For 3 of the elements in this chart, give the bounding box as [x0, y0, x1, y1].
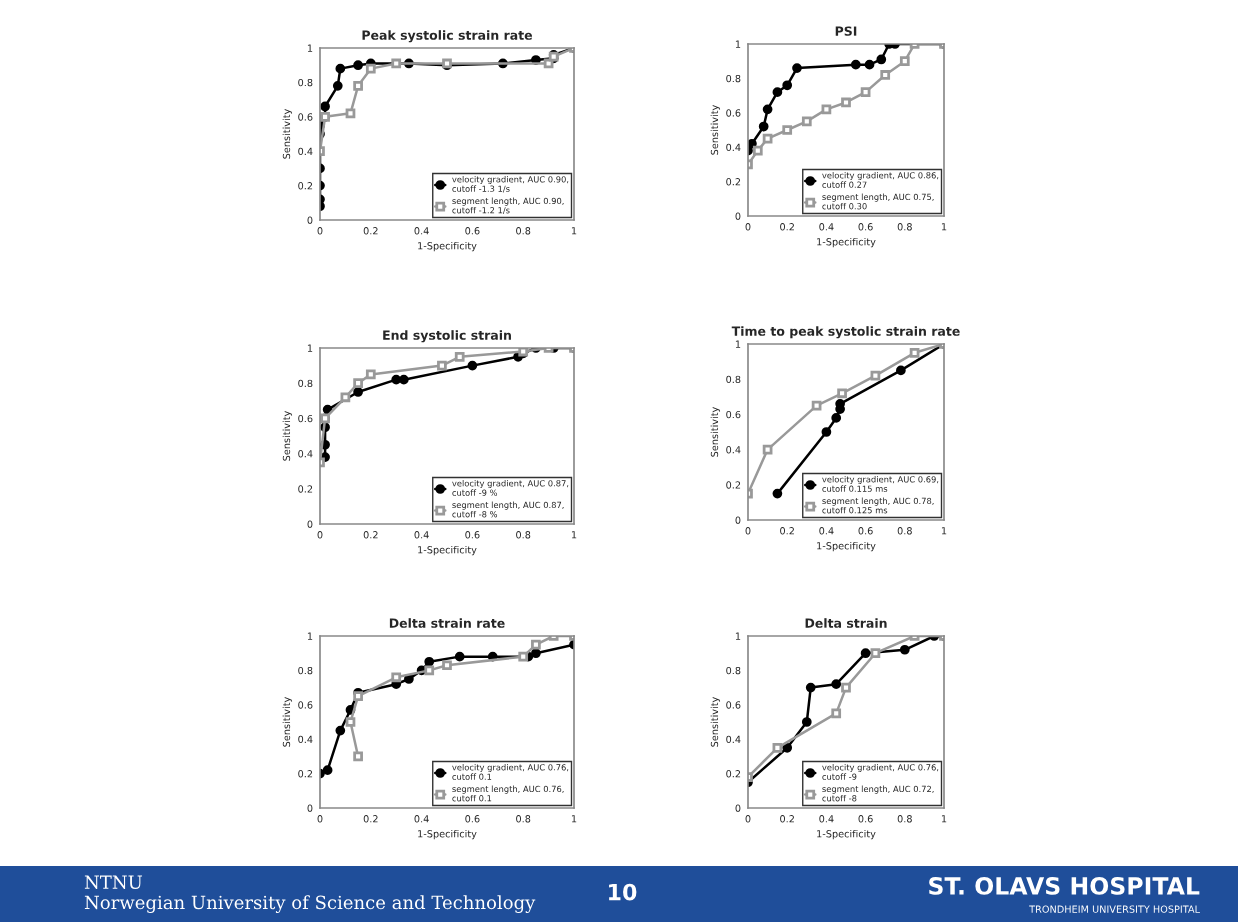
text: 10	[609, 883, 637, 901]
text: NTNU Norwegian University of Science and Technology	[84, 875, 536, 913]
text: ST. OLAVS HOSPITAL	[929, 876, 1200, 895]
